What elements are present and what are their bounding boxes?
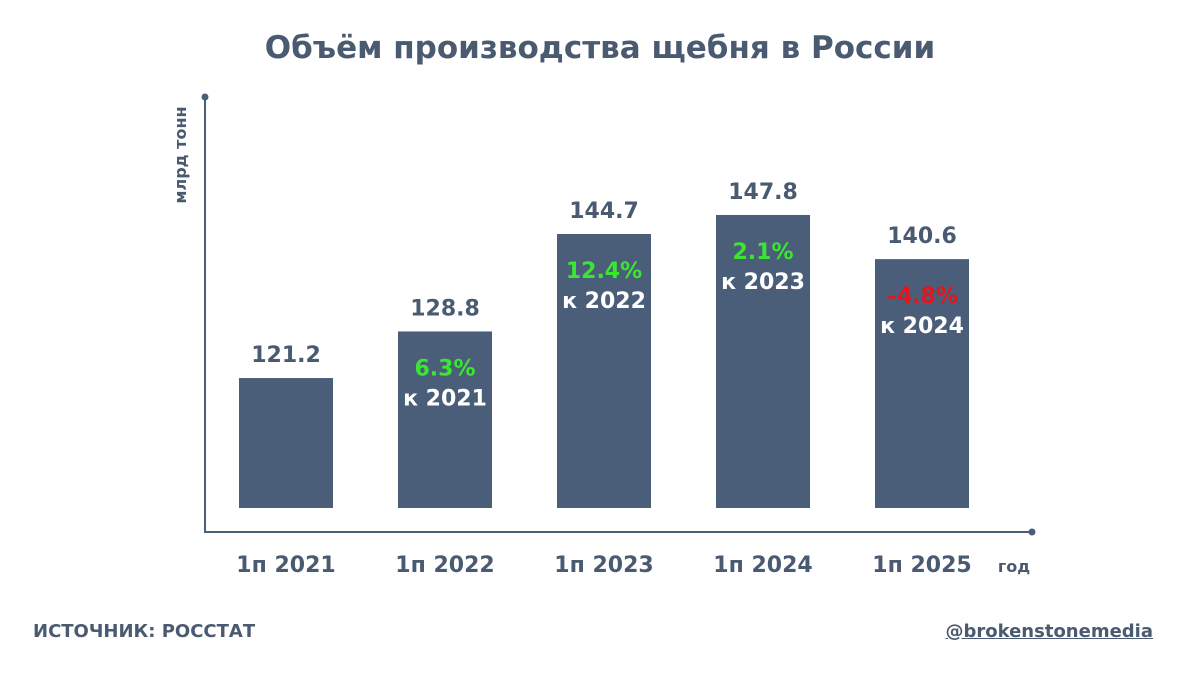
source-note: ИСТОЧНИК: РОССТАТ bbox=[33, 621, 256, 642]
bars-group: 121.2 1п 2021 128.8 1п 2022 6.3% к 2021 144.7 1… bbox=[236, 180, 971, 578]
change-percent-5: –4.8% bbox=[886, 284, 958, 309]
value-label-2: 128.8 bbox=[410, 296, 480, 321]
bar-5 bbox=[875, 259, 969, 508]
axes bbox=[204, 97, 1032, 533]
x-axis-label: год bbox=[998, 557, 1030, 576]
change-reference-2: к 2021 bbox=[403, 386, 487, 411]
author-handle-link[interactable]: @brokenstonemedia bbox=[945, 621, 1153, 642]
x-tick-label-4: 1п 2024 bbox=[713, 553, 812, 578]
value-label-3: 144.7 bbox=[569, 199, 639, 224]
change-reference-4: к 2023 bbox=[721, 270, 805, 295]
x-tick-label-5: 1п 2025 bbox=[872, 553, 971, 578]
y-axis-label: млрд тонн bbox=[171, 106, 190, 203]
x-tick-label-1: 1п 2021 bbox=[236, 553, 335, 578]
x-tick-label-3: 1п 2023 bbox=[554, 553, 653, 578]
value-label-5: 140.6 bbox=[887, 224, 957, 249]
x-tick-label-2: 1п 2022 bbox=[395, 553, 494, 578]
value-label-1: 121.2 bbox=[251, 343, 321, 368]
bar-3 bbox=[557, 233, 651, 508]
change-percent-3: 12.4% bbox=[566, 259, 642, 284]
change-reference-3: к 2022 bbox=[562, 289, 646, 314]
change-percent-2: 6.3% bbox=[414, 356, 475, 381]
x-axis-end-dot bbox=[1028, 528, 1036, 536]
change-reference-5: к 2024 bbox=[880, 314, 964, 339]
change-percent-4: 2.1% bbox=[732, 240, 793, 265]
value-label-4: 147.8 bbox=[728, 180, 798, 205]
chart-title: Объём производства щебня в России bbox=[264, 30, 936, 66]
bar-4 bbox=[716, 214, 810, 508]
bar-1 bbox=[239, 378, 333, 508]
y-axis-end-dot bbox=[201, 93, 209, 101]
bar-2 bbox=[398, 331, 492, 508]
